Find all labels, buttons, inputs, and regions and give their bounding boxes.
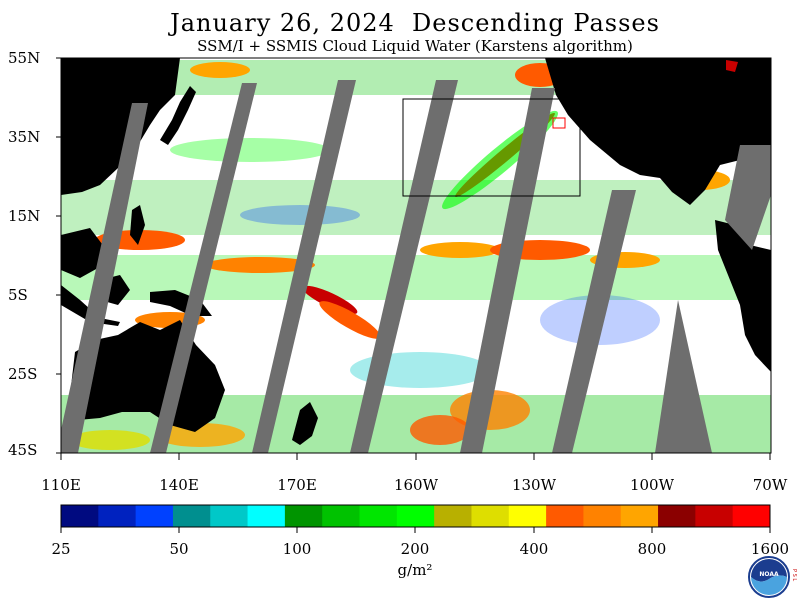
colorbar-label-1600: 1600 (750, 540, 790, 558)
colorbar-swatch (210, 505, 249, 527)
colorbar-swatch (658, 505, 696, 527)
lat-label-55n: 55N (8, 49, 41, 67)
colorbar-swatch (135, 505, 174, 527)
colorbar-swatch (172, 505, 211, 527)
colorbar-swatch (508, 505, 547, 527)
lon-label-130w: 130W (511, 476, 557, 494)
colorbar-units: g/m² (397, 561, 433, 579)
colorbar-swatch (732, 505, 771, 527)
lon-label-170e: 170E (277, 476, 317, 494)
colorbar-swatch (247, 505, 286, 527)
lat-label-25s: 25S (8, 365, 38, 383)
lon-label-160w: 160W (393, 476, 439, 494)
colorbar-swatch (546, 505, 584, 527)
colorbar-swatch (61, 505, 99, 527)
colorbar (61, 505, 771, 527)
colorbar-swatch (359, 505, 398, 527)
colorbar-swatch (98, 505, 137, 527)
colorbar-swatch (695, 505, 734, 527)
colorbar-swatch (471, 505, 510, 527)
colorbar-label-400: 400 (519, 540, 549, 558)
colorbar-frame (60, 504, 771, 528)
colorbar-label-800: 800 (637, 540, 667, 558)
colorbar-swatch (620, 505, 659, 527)
colorbar-label-200: 200 (400, 540, 430, 558)
lat-label-5s: 5S (8, 286, 28, 304)
lon-label-70w: 70W (752, 476, 788, 494)
colorbar-swatch (583, 505, 622, 527)
colorbar-label-50: 50 (169, 540, 189, 558)
map-subtitle: SSM/I + SSMIS Cloud Liquid Water (Karste… (197, 37, 633, 55)
colorbar-swatch (396, 505, 435, 527)
lon-label-140e: 140E (159, 476, 199, 494)
colorbar-swatch (284, 505, 323, 527)
map-title: January 26, 2024 Descending Passes (170, 9, 660, 37)
axis-ticks (56, 57, 771, 460)
lat-label-35n: 35N (8, 128, 41, 146)
lon-label-110e: 110E (41, 476, 81, 494)
colorbar-ticks (60, 527, 771, 533)
colorbar-label-25: 25 (51, 540, 71, 558)
colorbar-swatch (322, 505, 361, 527)
land (61, 58, 771, 445)
psl-side-text: P S L (791, 569, 797, 581)
colorbar-label-100: 100 (282, 540, 312, 558)
svg-text:NOAA: NOAA (759, 571, 779, 578)
no-data-swaths (61, 80, 771, 453)
lon-label-100w: 100W (629, 476, 675, 494)
noaa-logo-icon: NOAA P S L (748, 556, 797, 598)
lat-label-15n: 15N (8, 207, 41, 225)
colorbar-swatch (434, 505, 472, 527)
highlight-region-box (402, 98, 581, 197)
small-marker-box (552, 117, 566, 129)
lat-label-45s: 45S (8, 441, 38, 459)
